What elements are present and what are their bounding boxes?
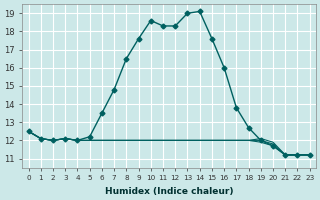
X-axis label: Humidex (Indice chaleur): Humidex (Indice chaleur)	[105, 187, 233, 196]
